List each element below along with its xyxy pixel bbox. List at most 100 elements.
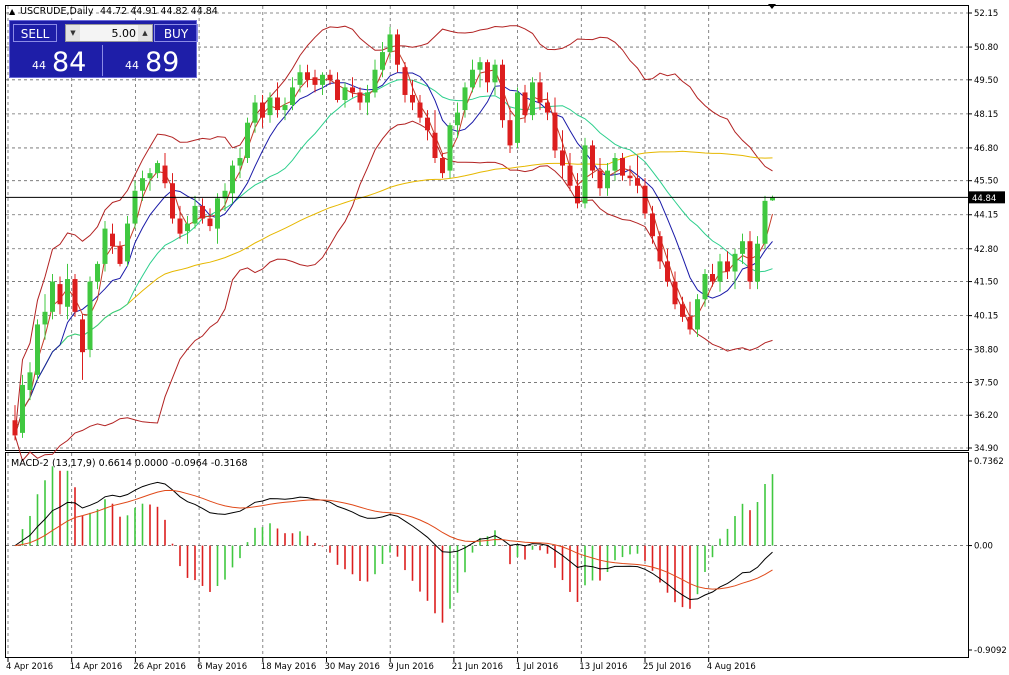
macd-label: MACD-2 (13,17,9) 0.6614 0.0000 -0.0964 -… [11, 458, 248, 469]
y-tick-label: 46.80 [974, 144, 998, 154]
candle-body [590, 145, 595, 171]
candle-body [230, 165, 235, 194]
candle-body [485, 62, 490, 83]
macd-main-line [14, 481, 773, 601]
x-tick-label: 30 May 2016 [325, 662, 380, 672]
candle-body [80, 319, 85, 353]
candle-body [732, 253, 738, 272]
candle-body [537, 82, 543, 103]
candle-body [620, 158, 625, 176]
candle-body [710, 274, 715, 282]
bollinger-lower [14, 120, 773, 462]
x-tick-label: 14 Apr 2016 [70, 662, 123, 672]
buy-price-big: 89 [145, 47, 180, 78]
candle-body [417, 102, 423, 118]
price-axis: 52.15 50.80 49.50 48.15 46.80 45.50 44.15 42.80… [968, 9, 998, 454]
candle-body [717, 261, 723, 282]
candle-body [455, 112, 460, 126]
candle-body [12, 420, 18, 436]
candle-body [500, 64, 505, 121]
ma-green [14, 78, 773, 436]
candle-body [327, 74, 333, 80]
candle-body [702, 274, 708, 300]
candle-body [680, 304, 685, 317]
candle-body [365, 92, 370, 103]
x-tick-label: 6 May 2016 [197, 662, 247, 672]
macd-y-tick-label: 0.00 [974, 542, 993, 552]
candle-body [305, 72, 310, 80]
candle-body [650, 213, 655, 237]
time-axis: 4 Apr 2016 14 Apr 2016 26 Apr 2016 6 May 20… [6, 658, 756, 672]
candle-body [372, 69, 378, 93]
candle-body [747, 241, 753, 282]
candle-body [237, 158, 243, 166]
candle-body [635, 178, 640, 186]
candle-body [42, 311, 48, 325]
lot-size-stepper: ▼ ▲ [65, 24, 153, 42]
x-tick-label: 18 May 2016 [261, 662, 316, 672]
candle-body [155, 163, 160, 174]
chart-title: USCRUDE,Daily [20, 6, 94, 17]
candle-body [567, 165, 573, 186]
candle-body [552, 112, 558, 151]
y-tick-label: 40.15 [974, 312, 998, 322]
candle-body [65, 279, 70, 307]
candle-body [50, 281, 55, 312]
sell-price[interactable]: 44 84 [12, 45, 103, 78]
x-tick-label: 1 Jul 2016 [516, 662, 559, 672]
candle-body [185, 223, 190, 232]
candle-body [470, 69, 475, 88]
candle-body [72, 279, 78, 312]
moving-averages [14, 49, 773, 436]
bollinger-bands [14, 25, 773, 462]
x-tick-label: 9 Jun 2016 [388, 662, 434, 672]
lot-size-input[interactable] [82, 25, 136, 41]
macd-plot-area [5, 452, 969, 658]
candle-body [522, 92, 528, 116]
y-tick-label: 44.15 [974, 211, 998, 221]
candle-body [642, 185, 648, 214]
candle-body [110, 233, 115, 247]
candle-body [200, 205, 205, 219]
candle-body [252, 102, 258, 123]
candle-body [492, 64, 498, 83]
lot-increase-icon[interactable]: ▲ [138, 25, 152, 41]
candle-body [147, 173, 153, 179]
candle-body [125, 223, 130, 262]
candle-body [755, 243, 760, 282]
y-tick-label: 50.80 [974, 43, 998, 53]
candle-body [335, 79, 340, 100]
candle-body [425, 117, 430, 131]
candle-body [192, 205, 198, 224]
candle-body [395, 34, 400, 65]
candle-body [515, 92, 520, 143]
macd-y-tick-label: -0.9092 [974, 646, 1007, 656]
candle-body [140, 178, 145, 191]
candle-body [605, 170, 610, 189]
shift-marker-icon[interactable] [768, 4, 776, 9]
candle-body [312, 77, 318, 85]
y-tick-label: 36.20 [974, 411, 998, 421]
candle-body [162, 165, 168, 184]
y-tick-label: 49.50 [974, 76, 998, 86]
ma-blue [14, 72, 773, 436]
sell-button[interactable]: SELL [13, 24, 57, 42]
candle-body [597, 170, 603, 189]
candle-body [612, 158, 618, 171]
buy-button[interactable]: BUY [154, 24, 198, 42]
candle-body [102, 228, 108, 264]
candle-body [95, 263, 100, 282]
candlesticks [12, 26, 775, 441]
candle-body [410, 94, 415, 103]
candle-body [432, 132, 438, 158]
candle-body [275, 97, 280, 111]
candle-body [350, 87, 355, 93]
buy-price[interactable]: 44 89 [105, 45, 195, 78]
lot-decrease-icon[interactable]: ▼ [66, 25, 80, 41]
macd-y-tick-label: 0.7362 [974, 457, 1004, 467]
candle-body [297, 72, 303, 85]
y-tick-label: 37.50 [974, 378, 998, 388]
bollinger-upper [14, 25, 773, 436]
candle-body [530, 82, 535, 116]
